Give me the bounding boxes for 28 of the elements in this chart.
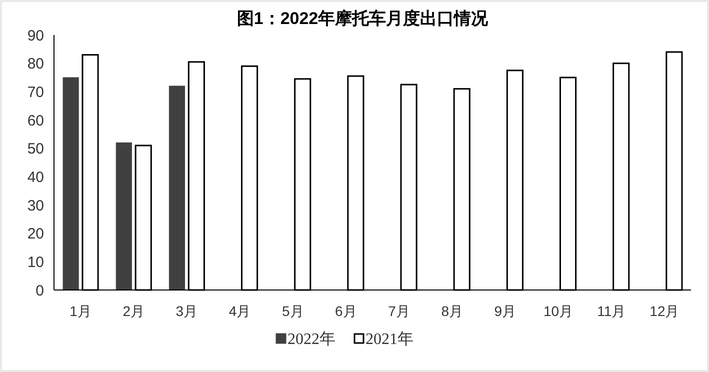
y-tick-label: 10 [27, 254, 44, 271]
x-tick-label: 4月 [228, 303, 251, 319]
x-tick-label: 8月 [441, 303, 464, 319]
bar [168, 86, 186, 290]
y-tick-label: 50 [27, 140, 44, 158]
x-tick-label: 1月 [70, 303, 92, 319]
x-tick-label: 11月 [597, 303, 626, 319]
x-tick-label: 3月 [176, 303, 198, 319]
chart-title: 图1：2022年摩托车月度出口情况 [236, 9, 490, 28]
legend-label: 2021年 [366, 331, 414, 348]
legend-label: 2022年 [288, 331, 336, 348]
x-tick-label: 6月 [335, 303, 357, 319]
x-tick-label: 2月 [122, 303, 145, 319]
y-tick-label: 30 [27, 197, 44, 214]
y-tick-label: 90 [27, 27, 44, 44]
y-tick-label: 60 [27, 112, 44, 130]
y-tick-label: 70 [27, 84, 44, 101]
x-tick-label: 5月 [282, 303, 304, 319]
x-tick-label: 12月 [650, 303, 680, 319]
bar [116, 142, 132, 290]
bar [62, 77, 79, 290]
x-tick-label: 10月 [544, 303, 574, 319]
y-tick-label: 0 [36, 282, 44, 300]
x-tick-label: 7月 [388, 303, 410, 319]
y-tick-label: 40 [27, 168, 44, 186]
y-tick-label: 20 [27, 226, 44, 243]
x-tick-label: 9月 [494, 303, 516, 319]
y-tick-label: 80 [27, 56, 44, 73]
